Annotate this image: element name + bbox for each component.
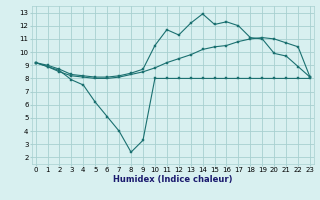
X-axis label: Humidex (Indice chaleur): Humidex (Indice chaleur) (113, 175, 233, 184)
